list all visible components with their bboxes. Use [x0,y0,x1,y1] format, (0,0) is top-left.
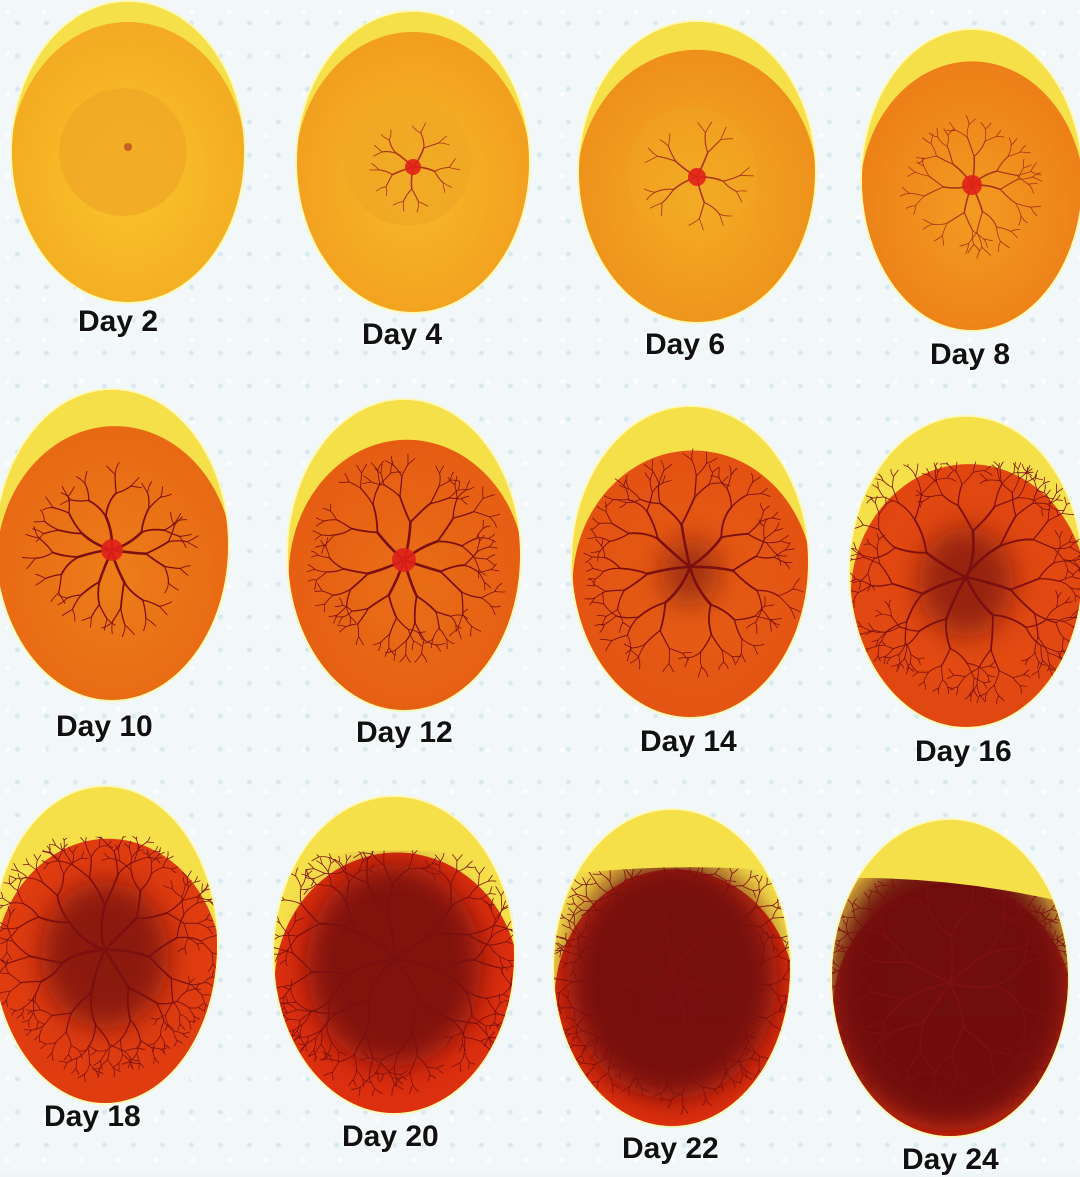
egg-day-16-label: Day 16 [915,735,1012,768]
egg-day-14-label: Day 14 [640,725,737,758]
egg-day-6-label: Day 6 [645,328,726,361]
blood-vessels [644,121,754,231]
egg-contents [579,49,815,322]
egg-day-18-label: Day 18 [44,1100,141,1133]
egg-day-8 [857,25,1080,335]
embryo-spot [124,143,132,151]
blood-vessels [0,815,217,1083]
air-cell [554,810,790,877]
blood-mass [918,527,1014,637]
egg-day-2-label: Day 2 [78,305,159,338]
egg-contents [288,439,520,710]
egg-day-24 [827,815,1073,1141]
egg-day-10-label: Day 10 [56,710,153,743]
blood-vessels [274,825,514,1097]
air-cell [0,787,217,846]
egg-day-24-label: Day 24 [902,1143,999,1176]
egg-day-22 [549,805,795,1131]
egg-day-20-label: Day 20 [342,1120,439,1153]
egg-day-6 [574,17,820,327]
embryo-spot [962,175,982,195]
blood-vessels [583,448,804,678]
blood-vessels [369,122,461,213]
blood-vessels [554,826,790,1115]
blood-mass [832,845,1068,1131]
blood-vessels [306,454,506,663]
egg-day-18 [0,782,222,1108]
embryo-spot [101,539,123,561]
egg-day-22-label: Day 22 [622,1132,719,1165]
egg-day-4 [292,7,534,317]
blood-vessels [850,447,1080,704]
yolk-disc [59,88,187,216]
embryo-spot [392,548,416,572]
embryo-spot [688,168,706,186]
egg-day-2 [7,0,249,307]
blood-vessels [832,847,1068,1111]
egg-day-4-label: Day 4 [362,318,443,351]
egg-day-20 [269,792,519,1118]
egg-day-16 [845,412,1080,732]
air-cell [274,797,514,860]
egg-day-10 [0,385,233,705]
embryo-spot [405,159,421,175]
egg-day-12-label: Day 12 [356,716,453,749]
egg-contents [862,61,1080,330]
egg-day-12 [283,395,525,715]
egg-day-14 [567,402,813,722]
egg-day-8-label: Day 8 [930,338,1011,371]
